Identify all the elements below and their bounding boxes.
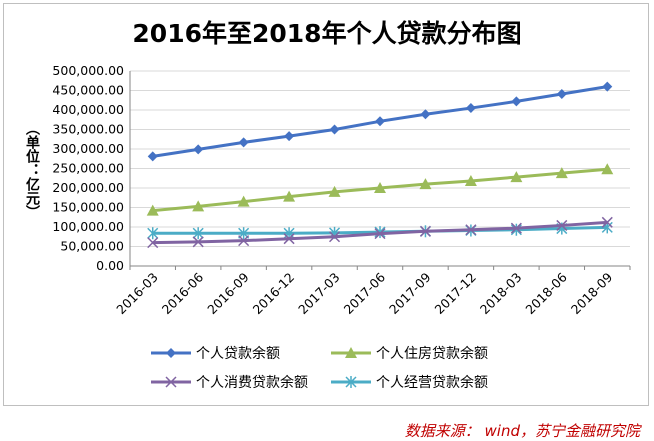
data-point: [283, 190, 296, 202]
data-point: [510, 223, 522, 236]
x-tick-label: 2018-06: [522, 269, 570, 317]
data-point: [601, 216, 613, 228]
data-point: [192, 200, 205, 212]
data-point: [419, 225, 431, 237]
y-axis-label: （单位：亿元）: [24, 121, 40, 219]
data-point: [238, 137, 249, 148]
y-tick-label: 400,000.00: [52, 102, 124, 117]
data-point: [601, 163, 614, 175]
legend-item: 个人贷款余额: [150, 343, 280, 363]
data-point: [192, 236, 204, 248]
x-tick-label: 2017-12: [431, 270, 479, 318]
data-point: [465, 103, 476, 114]
legend-label: 个人消费贷款余额: [196, 375, 308, 391]
legend-label: 个人经营贷款余额: [376, 375, 488, 391]
y-tick-label: 200,000.00: [52, 180, 124, 195]
y-tick-label: 250,000.00: [52, 161, 124, 176]
x-tick-label: 2016-12: [250, 270, 298, 318]
data-point: [374, 226, 386, 239]
y-tick-label: 150,000.00: [52, 200, 124, 215]
data-point: [556, 89, 567, 100]
legend-swatch: [151, 376, 191, 388]
x-tick-label: 2018-03: [477, 270, 525, 318]
data-point: [146, 204, 159, 216]
data-point: [147, 151, 158, 162]
x-tick-label: 2016-06: [159, 269, 207, 317]
legend-label: 个人住房贷款余额: [376, 346, 488, 362]
data-source-note: 数据来源： wind，苏宁金融研究院: [404, 422, 640, 440]
data-point: [329, 124, 340, 135]
data-point: [193, 144, 204, 155]
x-tick-label: 2016-03: [113, 270, 161, 318]
y-tick-label: 100,000.00: [52, 219, 124, 234]
legend-swatch: [151, 348, 191, 358]
x-tick-label: 2018-09: [568, 269, 616, 317]
data-point: [328, 185, 341, 197]
data-point: [237, 195, 250, 207]
data-point: [147, 237, 159, 249]
data-point: [283, 233, 295, 245]
data-point: [329, 231, 341, 243]
data-point: [374, 182, 386, 193]
x-tick-label: 2016-09: [204, 269, 252, 317]
data-point: [192, 227, 204, 240]
legend-item: 个人消费贷款余额: [150, 372, 308, 392]
chart-title: 2016年至2018年个人贷款分布图: [132, 19, 522, 48]
data-point: [510, 171, 523, 183]
legend-swatch: [331, 376, 371, 388]
legend-item: 个人住房贷款余额: [330, 343, 488, 363]
data-point: [374, 228, 386, 240]
data-point: [419, 178, 432, 190]
y-tick-label: 300,000.00: [52, 141, 124, 156]
data-point: [555, 167, 568, 179]
x-tick-label: 2017-09: [386, 269, 434, 317]
y-tick-label: 0.00: [96, 258, 124, 273]
x-tick-label: 2017-03: [295, 270, 343, 318]
data-point: [420, 109, 431, 120]
data-point: [375, 116, 385, 127]
data-point: [556, 219, 568, 231]
y-tick-label: 50,000.00: [60, 239, 124, 254]
data-point: [464, 174, 477, 186]
data-point: [511, 96, 522, 107]
x-tick-label: 2017-06: [341, 269, 389, 317]
legend-item: 个人经营贷款余额: [330, 372, 488, 392]
data-point: [510, 222, 522, 234]
y-tick-label: 450,000.00: [52, 83, 124, 98]
legend-label: 个人贷款余额: [196, 346, 280, 362]
data-point: [284, 131, 295, 142]
y-tick-label: 500,000.00: [52, 63, 124, 78]
chart-frame: [3, 3, 649, 406]
data-point: [602, 81, 613, 92]
data-point: [465, 224, 477, 236]
legend-swatch: [331, 347, 371, 358]
data-point: [238, 235, 250, 247]
y-tick-label: 350,000.00: [52, 122, 124, 137]
data-point: [147, 227, 159, 240]
